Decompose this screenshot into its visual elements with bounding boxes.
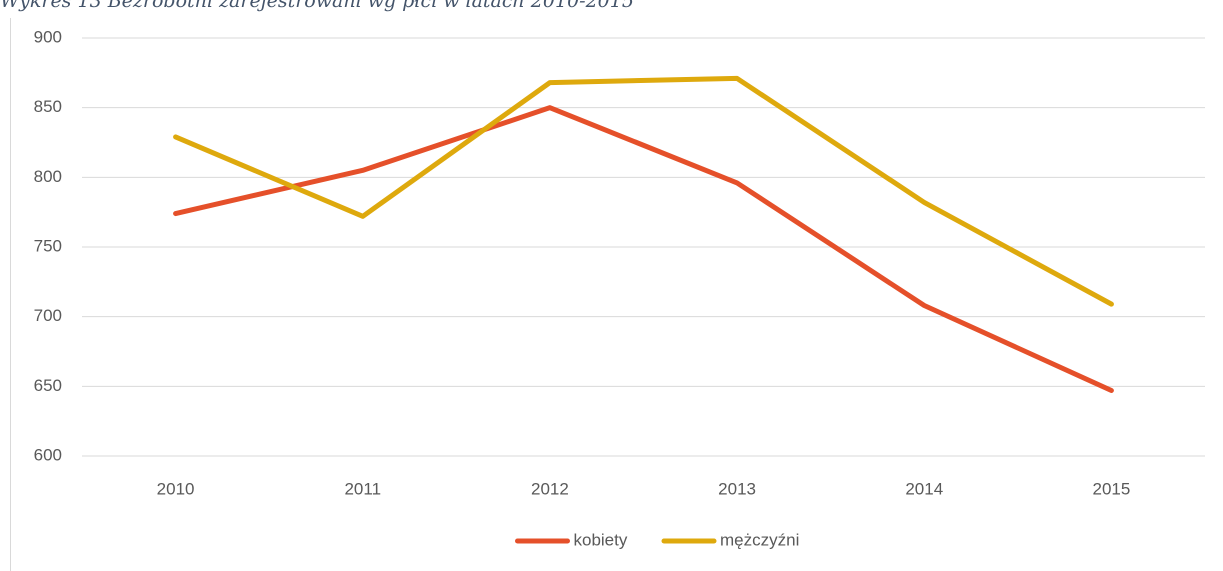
y-tick-label: 700: [34, 306, 62, 325]
x-tick-label: 2013: [718, 479, 756, 498]
y-tick-label: 750: [34, 236, 62, 255]
y-tick-label: 600: [34, 445, 62, 464]
legend-label: mężczyźni: [720, 530, 799, 549]
line-series: [173, 105, 1114, 394]
line-series: [173, 75, 1114, 307]
legend-label: kobiety: [574, 530, 628, 549]
chart-title: Wykres 13 Bezrobotni zarejestrowani wg p…: [0, 0, 634, 12]
y-tick-label: 900: [34, 27, 62, 46]
y-tick-label: 650: [34, 376, 62, 395]
x-tick-label: 2012: [531, 479, 569, 498]
x-tick-label: 2015: [1093, 479, 1131, 498]
x-tick-label: 2014: [905, 479, 943, 498]
x-tick-label: 2011: [344, 479, 381, 498]
y-tick-label: 850: [34, 97, 62, 116]
x-tick-label: 2010: [157, 479, 195, 498]
y-tick-label: 800: [34, 167, 62, 186]
